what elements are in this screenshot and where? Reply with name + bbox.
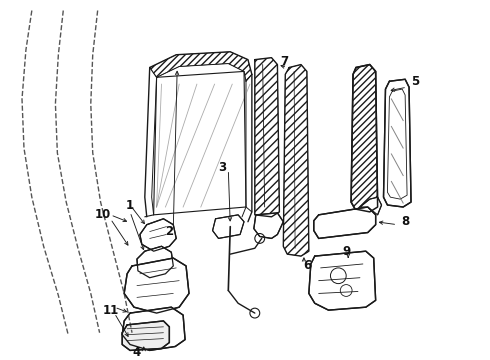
Text: 6: 6 — [303, 260, 311, 273]
Polygon shape — [314, 207, 376, 238]
Polygon shape — [309, 251, 376, 310]
Polygon shape — [122, 307, 185, 350]
Text: 5: 5 — [411, 75, 419, 88]
Text: 2: 2 — [165, 225, 173, 238]
Text: 4: 4 — [133, 346, 141, 359]
Polygon shape — [254, 213, 283, 238]
Text: 8: 8 — [401, 215, 409, 228]
Polygon shape — [140, 219, 176, 251]
Polygon shape — [213, 215, 244, 238]
Text: 9: 9 — [342, 245, 350, 258]
Polygon shape — [137, 246, 173, 278]
Polygon shape — [384, 79, 411, 207]
Text: 1: 1 — [126, 198, 134, 212]
Polygon shape — [351, 64, 378, 212]
Polygon shape — [122, 321, 170, 350]
Text: 11: 11 — [102, 303, 119, 317]
Text: 7: 7 — [280, 55, 288, 68]
Polygon shape — [360, 197, 382, 215]
Text: 10: 10 — [95, 208, 111, 221]
Polygon shape — [124, 258, 189, 313]
Text: 3: 3 — [219, 161, 226, 174]
